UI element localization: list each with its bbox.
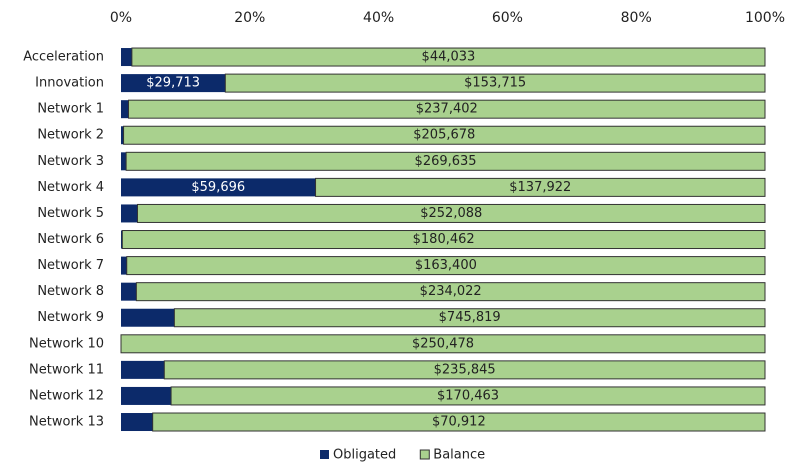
category-label: Network 12 xyxy=(29,388,104,403)
bar-segment xyxy=(170,386,766,406)
category-label: Network 6 xyxy=(37,232,104,247)
x-tick-label: 20% xyxy=(234,10,265,26)
category-label: Network 2 xyxy=(37,128,104,143)
data-label: $745,819 xyxy=(439,310,501,325)
data-label: $180,462 xyxy=(413,232,475,247)
category-label: Network 10 xyxy=(29,336,104,351)
bar-segment xyxy=(121,360,165,379)
bar-segment xyxy=(128,99,766,119)
bar-segment xyxy=(121,48,132,67)
bar-segment xyxy=(121,386,172,405)
bar-segment xyxy=(224,73,766,93)
bar-segment xyxy=(121,178,316,197)
data-label: $250,478 xyxy=(412,336,474,351)
data-label: $269,635 xyxy=(415,154,477,169)
category-label: Network 11 xyxy=(29,362,104,377)
data-label: $205,678 xyxy=(413,128,475,143)
bar-segment xyxy=(135,282,766,302)
legend-swatch xyxy=(320,450,329,459)
bar-segment xyxy=(121,230,766,250)
x-tick-label: 0% xyxy=(110,10,132,26)
bar-segment xyxy=(121,74,226,93)
x-tick-label: 60% xyxy=(492,10,523,26)
bar-segment xyxy=(163,360,766,380)
data-label: $235,845 xyxy=(434,362,496,377)
bar-segment xyxy=(126,256,766,276)
bar-segment xyxy=(121,256,127,275)
bar-segment xyxy=(173,308,766,328)
category-label: Network 5 xyxy=(37,206,104,221)
bar-segment xyxy=(120,334,766,354)
category-label: Network 4 xyxy=(37,180,104,195)
bar-segment xyxy=(121,413,153,432)
bar-segment xyxy=(121,308,175,327)
bar-segment xyxy=(121,100,129,119)
bar-segment xyxy=(121,126,124,145)
bar-segment xyxy=(121,282,137,301)
legend-label: Balance xyxy=(433,448,485,463)
bar-segment xyxy=(121,152,127,171)
category-label: Network 7 xyxy=(37,258,104,273)
data-label: $70,912 xyxy=(432,415,486,430)
bar-segment xyxy=(137,203,766,223)
legend-swatch xyxy=(419,449,430,460)
data-label: $237,402 xyxy=(416,102,478,117)
data-label: $44,033 xyxy=(422,50,476,65)
bar-segment xyxy=(152,412,766,432)
category-label: Innovation xyxy=(35,76,104,91)
category-label: Network 8 xyxy=(37,284,104,299)
data-label: $234,022 xyxy=(420,284,482,299)
bar-segment xyxy=(315,177,766,197)
bar-segment xyxy=(131,47,766,67)
bar-segment xyxy=(121,204,138,223)
x-tick-label: 100% xyxy=(745,10,785,26)
data-label: $252,088 xyxy=(420,206,482,221)
category-label: Acceleration xyxy=(23,50,104,65)
x-tick-label: 40% xyxy=(363,10,394,26)
data-label: $170,463 xyxy=(437,388,499,403)
bar-segment xyxy=(123,125,766,145)
category-label: Network 3 xyxy=(37,154,104,169)
data-label: $153,715 xyxy=(464,76,526,91)
data-label: $163,400 xyxy=(415,258,477,273)
data-label: $29,713 xyxy=(146,76,200,91)
category-label: Network 9 xyxy=(37,310,104,325)
category-label: Network 1 xyxy=(37,102,104,117)
data-label: $137,922 xyxy=(509,180,571,195)
legend-label: Obligated xyxy=(333,448,396,463)
data-label: $59,696 xyxy=(191,180,245,195)
x-tick-label: 80% xyxy=(621,10,652,26)
bar-segment xyxy=(121,230,123,249)
bar-segment xyxy=(125,151,766,171)
category-label: Network 13 xyxy=(29,415,104,430)
